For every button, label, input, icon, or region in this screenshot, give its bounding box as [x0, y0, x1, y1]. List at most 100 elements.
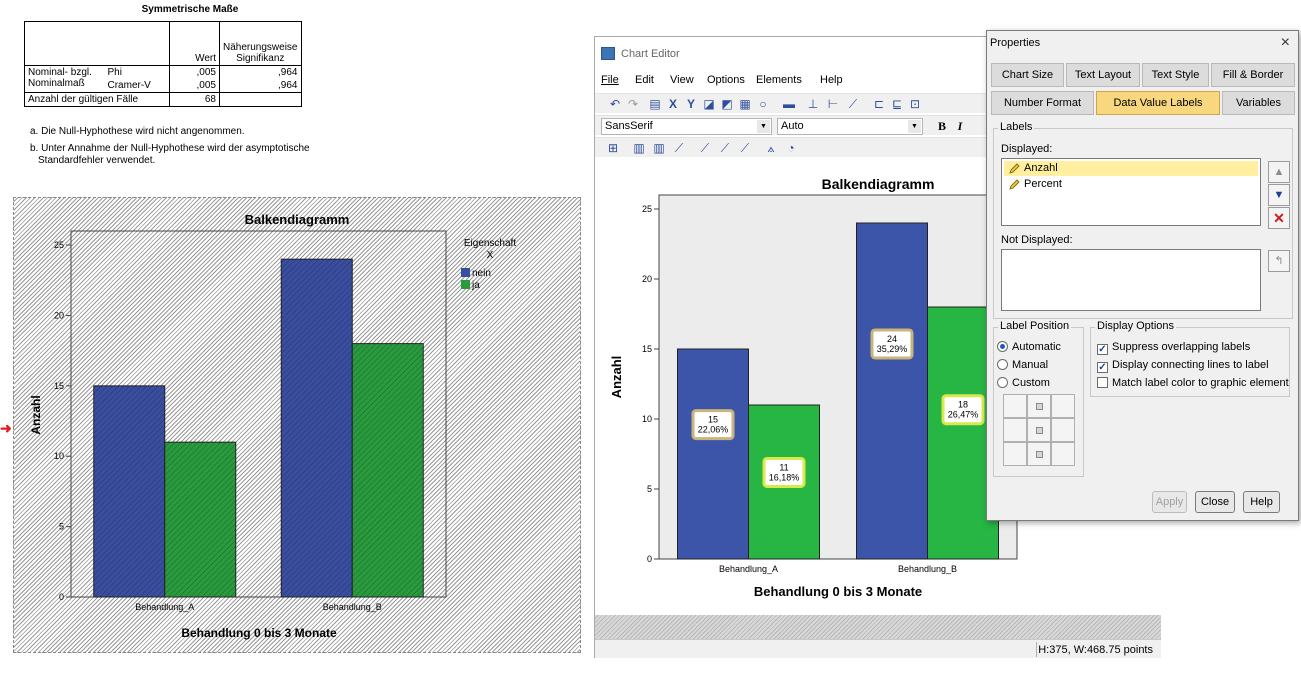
bar-nein-Behandlung_A[interactable] [677, 348, 749, 560]
not-displayed-listbox[interactable] [1001, 249, 1261, 311]
text-box-icon[interactable]: ⊡ [909, 97, 921, 111]
bold-button[interactable]: B [937, 119, 946, 133]
chart-type-icon[interactable]: ▦ [739, 97, 751, 111]
x-axis-icon[interactable]: X [668, 97, 677, 111]
menu-edit[interactable]: Edit [635, 74, 654, 86]
pie-chart-icon[interactable]: ◔ [787, 141, 795, 155]
footnote-b-line2: Standardfehler verwendet. [38, 155, 156, 166]
y-axis-icon[interactable]: Y [686, 97, 695, 111]
data-label-count: 11 [779, 462, 788, 472]
menu-options[interactable]: Options [707, 74, 745, 86]
bar-nein-Behandlung_B[interactable] [856, 222, 928, 560]
editor-chart-title[interactable]: Balkendiagramm [822, 176, 935, 192]
total-label: Anzahl der gültigen Fälle [24, 92, 170, 107]
scale-icon[interactable]: ◪ [703, 97, 715, 111]
fit-line-icon[interactable]: ⟋ [848, 97, 858, 111]
menu-view[interactable]: View [670, 74, 694, 86]
radio-manual[interactable]: Manual [997, 358, 1048, 372]
checkbox-match-color[interactable]: Match label color to graphic element [1097, 376, 1289, 390]
move-up-button[interactable]: ▲ [1268, 161, 1290, 183]
close-icon[interactable]: × [1280, 34, 1290, 51]
editor-y-axis-title[interactable]: Anzahl [609, 356, 624, 399]
list-item-label: Percent [1024, 178, 1062, 190]
chevron-down-icon[interactable]: ▼ [908, 120, 921, 133]
multi-line-icon[interactable]: ⟋ [720, 141, 730, 155]
radio-button[interactable] [997, 359, 1008, 370]
undo-icon[interactable]: ↶ [609, 97, 621, 111]
stacked-bar-icon[interactable]: ▥ [653, 141, 665, 155]
editor-menubar: File Edit View Options Elements Help [595, 71, 1160, 89]
radio-button[interactable] [997, 377, 1008, 388]
tab-variables[interactable]: Variables [1222, 91, 1295, 115]
data-value-label[interactable] [762, 456, 806, 488]
close-button[interactable]: Close [1195, 491, 1235, 513]
radio-automatic[interactable]: Automatic [997, 340, 1061, 354]
remove-button[interactable]: ✕ [1268, 207, 1290, 229]
symmetric-measures-table: Wert Näherungsweise Signifikanz Nominal-… [24, 21, 302, 107]
tab-text-layout[interactable]: Text Layout [1066, 63, 1140, 87]
help-button[interactable]: Help [1243, 491, 1280, 513]
checkbox[interactable] [1097, 377, 1108, 388]
tab-fill-border[interactable]: Fill & Border [1211, 63, 1295, 87]
title-icon[interactable]: ⊏ [873, 97, 885, 111]
high-low-icon[interactable]: ⟑ [767, 141, 775, 155]
editor-titlebar[interactable]: Chart Editor [595, 37, 1160, 69]
editor-x-axis-title[interactable]: Behandlung 0 bis 3 Monate [754, 584, 922, 599]
data-label-percent: 26,47% [948, 410, 979, 420]
properties-icon[interactable]: ▤ [649, 97, 661, 111]
editor-chart-canvas[interactable]: Balkendiagramm 0 5 10 15 20 25 15 22,06% 11 16,1… [595, 163, 1161, 615]
data-value-label[interactable] [870, 328, 914, 360]
checkbox-suppress-overlapping[interactable]: ✓ Suppress overlapping labels [1097, 340, 1250, 355]
apply-button[interactable]: Apply [1152, 491, 1187, 513]
transpose-icon[interactable]: ◩ [721, 97, 733, 111]
list-item[interactable]: Percent [1004, 177, 1258, 192]
return-arrow-icon: ↰ [1274, 255, 1284, 267]
grid-cell [1003, 442, 1027, 466]
move-down-button[interactable]: ▼ [1268, 184, 1290, 206]
grid-cell [1027, 418, 1051, 442]
checkbox[interactable]: ✓ [1097, 362, 1108, 373]
tab-text-style[interactable]: Text Style [1142, 63, 1209, 87]
menu-help[interactable]: Help [820, 74, 843, 86]
y-tick-label: 10 [642, 414, 652, 424]
bar-chart-icon[interactable]: ▥ [633, 141, 645, 155]
data-value-label[interactable] [691, 409, 735, 441]
line-chart-icon[interactable]: ⟋ [700, 141, 710, 155]
checkbox[interactable]: ✓ [1097, 344, 1108, 355]
annotation-icon[interactable]: ⊑ [891, 97, 903, 111]
menu-elements[interactable]: Elements [756, 74, 802, 86]
add-button[interactable]: ↰ [1268, 250, 1290, 272]
editor-title: Chart Editor [621, 48, 680, 60]
lasso-icon[interactable]: ○ [759, 97, 767, 111]
tab-data-value-labels[interactable]: Data Value Labels [1096, 91, 1220, 115]
row-label-phi: Phi [104, 65, 170, 79]
checkbox-connecting-lines[interactable]: ✓ Display connecting lines to label [1097, 358, 1269, 373]
italic-button[interactable]: I [957, 119, 963, 133]
status-dimensions: H:375, W:468.75 points [1038, 644, 1153, 656]
chart-editor-window[interactable]: Chart Editor File Edit View Options Elem… [594, 36, 1161, 658]
font-size-combo[interactable]: Auto ▼ [777, 118, 923, 135]
reference-line-y-icon[interactable]: ⊢ [827, 97, 839, 111]
data-value-label[interactable] [941, 394, 985, 426]
radio-button[interactable] [997, 341, 1008, 352]
output-legend-swatch-nein [461, 268, 470, 277]
binning-icon[interactable]: ▬ [783, 97, 795, 111]
menu-file[interactable]: File [601, 74, 619, 86]
output-chart-title: Balkendiagramm [245, 212, 350, 227]
font-family-combo[interactable]: SansSerif ▼ [601, 118, 772, 135]
y-tick-label: 15 [54, 381, 64, 391]
tab-chart-size[interactable]: Chart Size [991, 63, 1064, 87]
redo-icon[interactable]: ↷ [627, 97, 639, 111]
header-empty-cell [24, 21, 170, 66]
reference-line-x-icon[interactable]: ⊥ [807, 97, 819, 111]
area-chart-icon[interactable]: ⟋ [674, 141, 684, 155]
data-label-mode-icon[interactable]: ⊞ [607, 141, 619, 155]
drop-line-icon[interactable]: ⟋ [740, 141, 750, 155]
position-dot-icon [1036, 403, 1043, 410]
labels-group: Labels [993, 121, 1293, 319]
tab-number-format[interactable]: Number Format [991, 91, 1094, 115]
radio-custom[interactable]: Custom [997, 376, 1050, 390]
list-item[interactable]: Anzahl [1004, 161, 1258, 176]
chevron-down-icon[interactable]: ▼ [757, 120, 770, 133]
displayed-listbox[interactable]: Anzahl Percent [1001, 158, 1261, 226]
